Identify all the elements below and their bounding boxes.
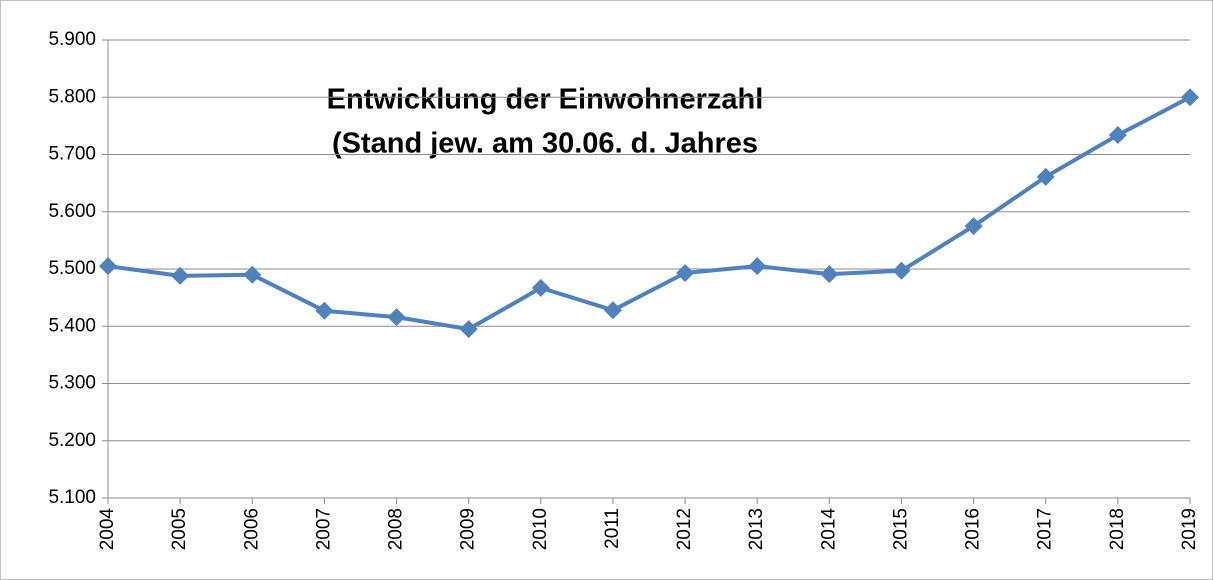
marker — [99, 257, 117, 276]
marker — [820, 265, 839, 284]
marker — [1181, 88, 1199, 107]
marker — [964, 217, 983, 236]
x-tick-label: 2019 — [1179, 508, 1200, 550]
y-tick-label: 5.300 — [48, 373, 96, 394]
x-tick-label: 2016 — [963, 508, 984, 550]
chart-title: Entwicklung der Einwohnerzahl — [327, 84, 764, 116]
marker — [676, 264, 695, 283]
x-tick-label: 2004 — [97, 508, 118, 551]
y-tick-label: 5.400 — [48, 315, 96, 336]
marker — [603, 301, 622, 320]
y-tick-label: 5.200 — [48, 430, 96, 451]
marker — [459, 320, 478, 339]
x-tick-label: 2013 — [746, 508, 767, 550]
x-tick-label: 2014 — [818, 508, 839, 551]
marker — [171, 266, 190, 285]
x-tick-label: 2005 — [169, 508, 190, 550]
y-tick-label: 5.100 — [48, 487, 96, 508]
x-tick-label: 2009 — [458, 508, 479, 550]
y-tick-label: 5.600 — [48, 201, 96, 222]
marker — [1108, 126, 1127, 145]
marker — [892, 261, 911, 280]
line — [107, 95, 1191, 332]
y-tick-label: 5.500 — [48, 258, 96, 279]
x-tick-label: 2010 — [530, 508, 551, 550]
marker — [1036, 167, 1055, 186]
marker — [748, 257, 767, 276]
x-tick-label: 2006 — [241, 508, 262, 550]
x-tick-label: 2008 — [386, 508, 407, 550]
x-tick-label: 2007 — [313, 508, 334, 550]
y-tick-label: 5.800 — [48, 86, 96, 107]
x-tick-label: 2011 — [602, 508, 623, 549]
marker — [387, 308, 406, 327]
x-tick-label: 2012 — [674, 508, 695, 550]
x-tick-label: 2017 — [1035, 508, 1056, 550]
x-tick-label: 2015 — [890, 508, 911, 550]
x-tick-label: 2018 — [1107, 508, 1128, 550]
y-tick-label: 5.700 — [48, 144, 96, 165]
marker — [315, 301, 334, 320]
marker — [531, 278, 550, 297]
y-tick-label: 5.900 — [48, 29, 96, 50]
marker — [243, 265, 262, 284]
